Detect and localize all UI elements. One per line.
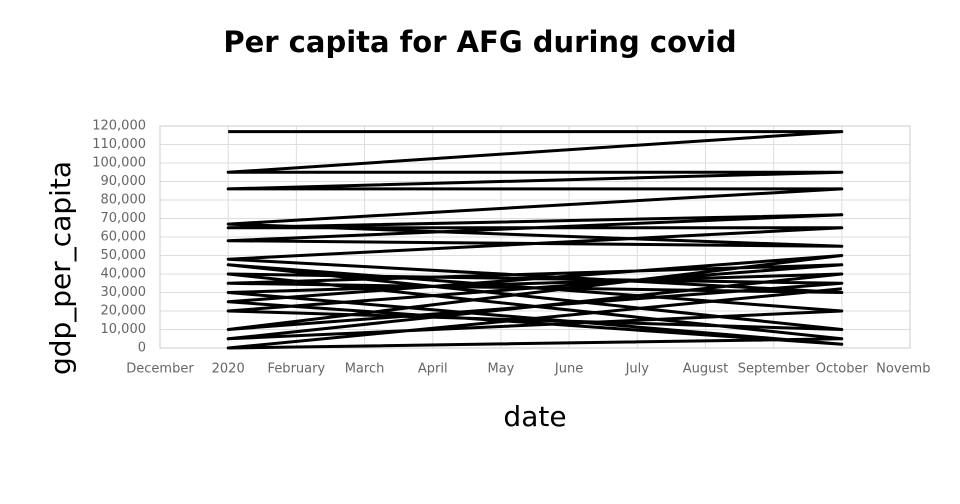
x-tick-label: April bbox=[418, 362, 448, 377]
plot-border bbox=[159, 125, 911, 349]
y-tick-label: 90,000 bbox=[101, 174, 147, 189]
y-tick-label: 100,000 bbox=[92, 156, 146, 171]
y-tick-label: 30,000 bbox=[101, 285, 147, 300]
y-tick-label: 80,000 bbox=[101, 193, 147, 208]
x-tick-label: 2020 bbox=[212, 362, 245, 377]
y-tick-label: 120,000 bbox=[92, 119, 146, 134]
x-tick-label: March bbox=[345, 362, 385, 377]
x-tick-label: October bbox=[816, 362, 869, 377]
x-tick-label: August bbox=[683, 362, 729, 377]
x-tick-label: November bbox=[876, 362, 944, 377]
x-tick-label: September bbox=[738, 362, 811, 377]
y-tick-label: 110,000 bbox=[92, 137, 146, 152]
y-tick-label: 40,000 bbox=[101, 267, 147, 282]
line-series bbox=[226, 130, 844, 350]
x-tick-label: May bbox=[487, 362, 514, 377]
x-tick-label: December bbox=[126, 362, 194, 377]
y-tick-label: 20,000 bbox=[101, 304, 147, 319]
y-axis-title: gdp_per_capita bbox=[44, 161, 77, 375]
x-tick-label: July bbox=[625, 362, 650, 377]
y-tick-label: 10,000 bbox=[101, 322, 147, 337]
x-tick-label: June bbox=[554, 362, 583, 377]
y-tick-label: 50,000 bbox=[101, 248, 147, 263]
y-tick-label: 70,000 bbox=[101, 211, 147, 226]
chart-title: Per capita for AFG during covid bbox=[223, 25, 736, 59]
x-axis-title: date bbox=[503, 400, 566, 433]
grid bbox=[159, 125, 911, 349]
y-tick-label: 0 bbox=[138, 341, 146, 356]
y-tick-label: 60,000 bbox=[101, 230, 147, 245]
x-tick-label: February bbox=[268, 362, 326, 377]
x-tick-labels: December 2020 February March April May June Jul… bbox=[126, 362, 944, 377]
